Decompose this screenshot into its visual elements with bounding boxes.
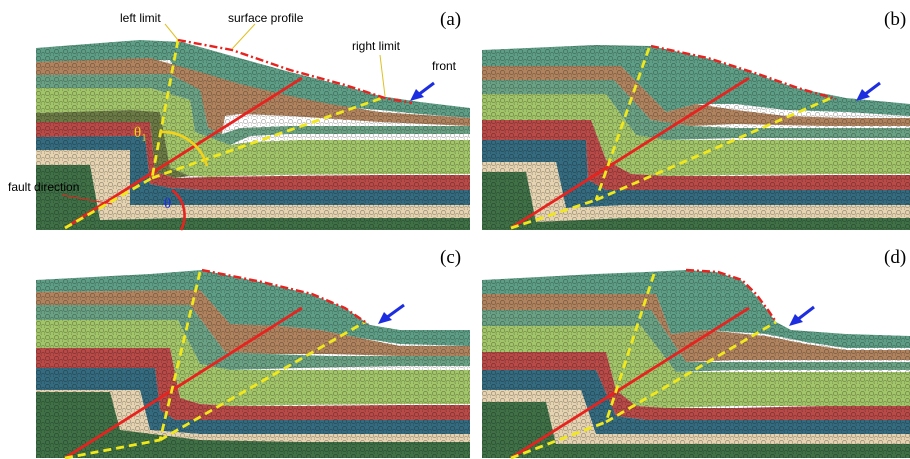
right-limit-line (595, 96, 832, 202)
grain-texture (36, 40, 470, 230)
right-limit-line (605, 320, 777, 424)
left-limit-label: left limit (120, 11, 161, 25)
panel-label-d: (d) (884, 247, 906, 268)
left-limit-line (150, 39, 180, 179)
fault-direction-pointer (61, 194, 113, 205)
panel-c: (c) (36, 247, 470, 459)
right-limit-line (151, 95, 386, 180)
theta-label: θ (164, 196, 171, 212)
lower-limit-line (64, 438, 161, 459)
left-limit-line (594, 47, 651, 201)
panel-d: (d) (482, 247, 910, 459)
panel-label-b: (b) (884, 9, 906, 30)
lower-limit-line (510, 420, 607, 459)
layers-a (36, 40, 470, 230)
panel-label-a: (a) (440, 9, 461, 30)
panel-label-c: (c) (440, 247, 461, 268)
right-limit-line (159, 320, 366, 442)
right-limit-label: right limit (352, 39, 401, 53)
front-arrow (378, 303, 405, 324)
left-limit-pointer (164, 23, 179, 41)
front-arrow (856, 81, 881, 101)
right-limit-pointer (379, 54, 386, 97)
surface-profile-line (177, 38, 413, 105)
grain-texture (482, 45, 910, 230)
fault-line (64, 306, 303, 459)
panel-a: (a) left limit surface profile right lim… (8, 9, 470, 231)
lower-limit-line (510, 198, 597, 230)
theta-arc (171, 188, 186, 231)
theta-1-label: θ1 (134, 125, 147, 144)
layers-b (482, 45, 910, 230)
surface-profile-line (650, 44, 837, 101)
surface-profile-pointer (231, 23, 256, 50)
grain-texture (36, 270, 470, 458)
fault-line (510, 76, 750, 230)
front-arrow (410, 81, 435, 101)
panel-b: (b) (482, 9, 910, 230)
theta-1-arc (159, 130, 209, 167)
front-label: front (432, 59, 457, 73)
lower-limit-line (64, 176, 153, 230)
layers-d (482, 270, 910, 458)
fault-direction-label: fault direction (8, 180, 79, 194)
left-limit-line (158, 271, 202, 441)
layers-c (36, 270, 470, 458)
surface-profile-line (201, 268, 369, 325)
grain-texture (482, 270, 910, 458)
surface-profile-line (685, 268, 777, 323)
surface-profile-label: surface profile (228, 11, 304, 25)
front-arrow (789, 305, 815, 326)
fault-line (510, 306, 750, 459)
